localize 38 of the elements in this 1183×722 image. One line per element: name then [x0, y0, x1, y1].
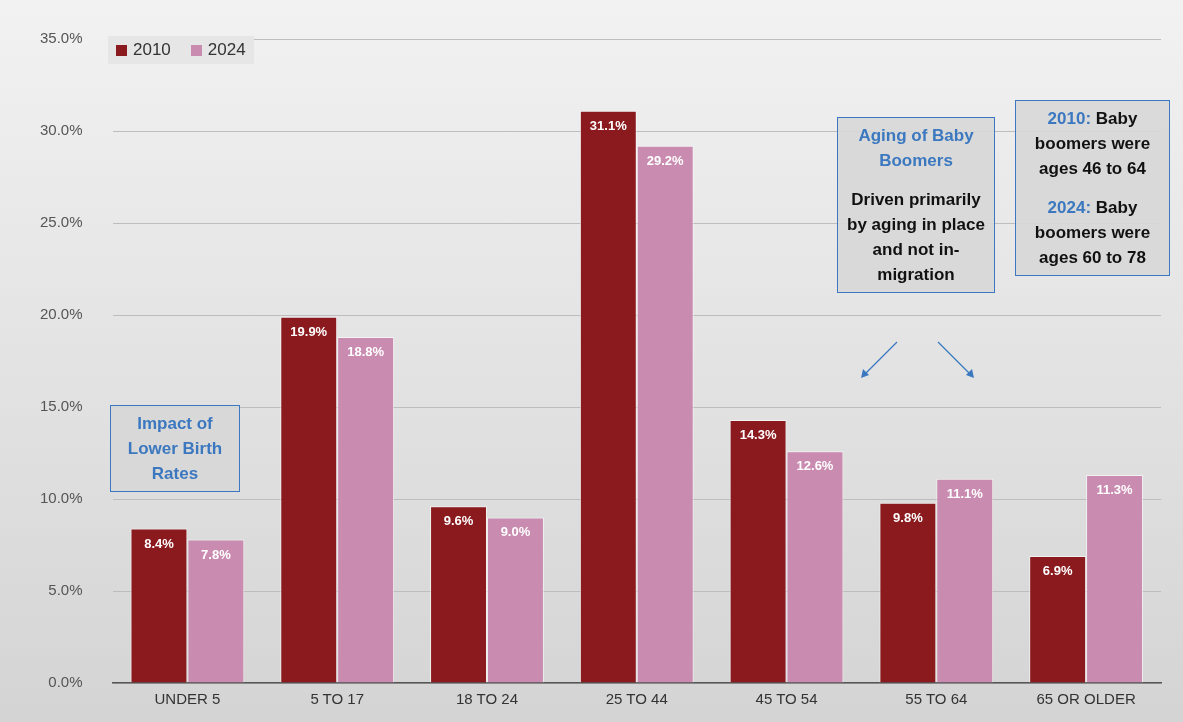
y-tick-label: 35.0% — [39, 29, 83, 47]
y-tick-label: 5.0% — [48, 581, 83, 599]
data-label: 19.9% — [290, 323, 328, 339]
data-label: 9.6% — [443, 513, 474, 529]
data-label: 12.6% — [796, 458, 834, 474]
callout-box: Impact of Lower Birth Rates — [110, 405, 240, 492]
y-tick-label: 30.0% — [39, 121, 83, 139]
annotation: 2024: Baby boomers were ages 60 to 78 — [1034, 198, 1151, 267]
data-label: 31.1% — [589, 117, 628, 133]
annotation: Aging of Baby Boomers — [857, 125, 975, 172]
x-tick-label: 18 TO 24 — [455, 690, 518, 708]
data-label: 18.8% — [347, 344, 385, 360]
data-label: 6.9% — [1042, 563, 1073, 579]
legend-label: 2010 — [133, 40, 171, 60]
y-tick-label: 10.0% — [39, 489, 83, 507]
data-label: 29.2% — [646, 152, 685, 168]
data-label: 11.3% — [1096, 482, 1134, 498]
legend-label: 2024 — [207, 40, 246, 60]
x-tick-label: 45 TO 54 — [755, 690, 818, 708]
x-tick-label: UNDER 5 — [154, 690, 221, 708]
y-tick-label: 0.0% — [48, 673, 83, 691]
y-tick-label: 15.0% — [39, 397, 83, 415]
x-tick-label: 65 OR OLDER — [1036, 690, 1136, 708]
annotation: 2010: Baby boomers were ages 46 to 64 — [1034, 109, 1151, 178]
x-tick-label: 55 TO 64 — [905, 690, 968, 708]
callout-box: Aging of Baby Boomers Driven primarily by aging in place and not in-migration — [837, 117, 995, 293]
data-label: 7.8% — [201, 546, 232, 562]
data-label: 14.3% — [739, 426, 777, 442]
data-label: 8.4% — [144, 535, 175, 551]
y-tick-label: 20.0% — [39, 305, 83, 323]
annotation: Driven primarily by aging in place and not in-migration — [846, 189, 986, 286]
data-label: 11.1% — [946, 485, 984, 501]
data-label: 9.8% — [893, 509, 924, 525]
data-label: 9.0% — [500, 524, 531, 540]
callout-box: 2010: Baby boomers were ages 46 to 64 2024: Baby boomers were ages 60 to 78 — [1015, 100, 1170, 276]
x-tick-label: 25 TO 44 — [605, 690, 668, 708]
x-tick-label: 5 TO 17 — [310, 690, 365, 708]
y-tick-label: 25.0% — [39, 213, 83, 231]
